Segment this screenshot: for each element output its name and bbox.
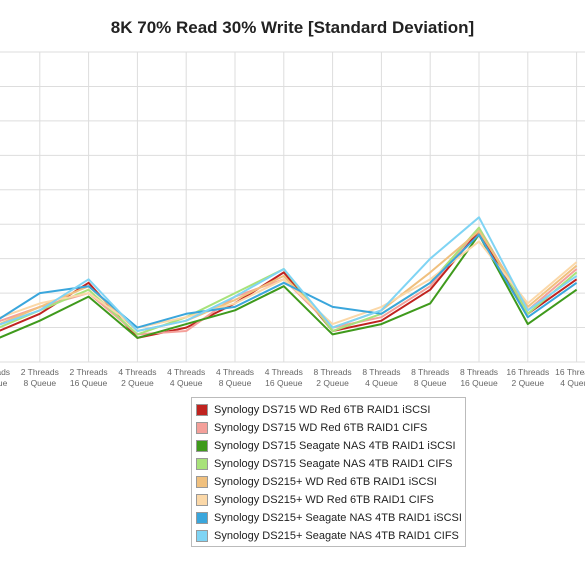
legend-item: Synology DS215+ WD Red 6TB RAID1 iSCSI [196,473,465,491]
legend-label: Synology DS215+ Seagate NAS 4TB RAID1 iS… [214,512,462,524]
chart-legend: Synology DS715 WD Red 6TB RAID1 iSCSI Syn… [191,397,466,547]
x-tick-label: 4 Threads 16 Queue [265,367,303,388]
x-tick-label: 16 Threads 2 Queue [506,367,549,388]
x-tick-label: 8 Threads 4 Queue [362,367,400,388]
legend-label: Synology DS715 WD Red 6TB RAID1 CIFS [214,422,428,434]
x-tick-label: 4 Threads 2 Queue [118,367,156,388]
chart-title: 8K 70% Read 30% Write [Standard Deviatio… [110,18,475,37]
legend-label: Synology DS715 Seagate NAS 4TB RAID1 CIF… [214,458,453,470]
x-tick-label: 8 Threads 8 Queue [411,367,449,388]
x-tick-label: 4 Threads 8 Queue [216,367,254,388]
legend-swatch [196,476,208,488]
legend-swatch [196,458,208,470]
x-tick-label: 4 Threads 4 Queue [167,367,205,388]
legend-swatch [196,440,208,452]
legend-swatch [196,422,208,434]
series-line-8 [0,216,578,332]
legend-label: Synology DS715 WD Red 6TB RAID1 iSCSI [214,404,431,416]
legend-swatch [196,512,208,524]
x-tick-label: 8 Threads 2 Queue [314,367,352,388]
legend-label: Synology DS715 Seagate NAS 4TB RAID1 iSC… [214,440,456,452]
legend-item: Synology DS715 WD Red 6TB RAID1 CIFS [196,419,465,437]
x-tick-label: 2 Threads 16 Queue [70,367,108,388]
legend-swatch [196,530,208,542]
x-tick-label: 2 Threads 8 Queue [21,367,59,388]
series-line-6 [0,240,578,329]
chart-series-lines [0,216,578,339]
legend-swatch [196,404,208,416]
legend-item: Synology DS715 Seagate NAS 4TB RAID1 CIF… [196,455,465,473]
legend-item: Synology DS215+ Seagate NAS 4TB RAID1 CI… [196,527,465,545]
legend-swatch [196,494,208,506]
legend-item: Synology DS215+ WD Red 6TB RAID1 CIFS [196,491,465,509]
x-tick-label: 8 Threads 16 Queue [460,367,498,388]
legend-item: Synology DS215+ Seagate NAS 4TB RAID1 iS… [196,509,465,527]
legend-label: Synology DS215+ WD Red 6TB RAID1 iSCSI [214,476,437,488]
series-line-7 [0,233,578,329]
legend-item: Synology DS715 Seagate NAS 4TB RAID1 iSC… [196,437,465,455]
legend-item: Synology DS715 WD Red 6TB RAID1 iSCSI [196,401,465,419]
legend-label: Synology DS215+ WD Red 6TB RAID1 CIFS [214,494,434,506]
legend-label: Synology DS215+ Seagate NAS 4TB RAID1 CI… [214,530,459,542]
chart-grid [0,51,585,363]
